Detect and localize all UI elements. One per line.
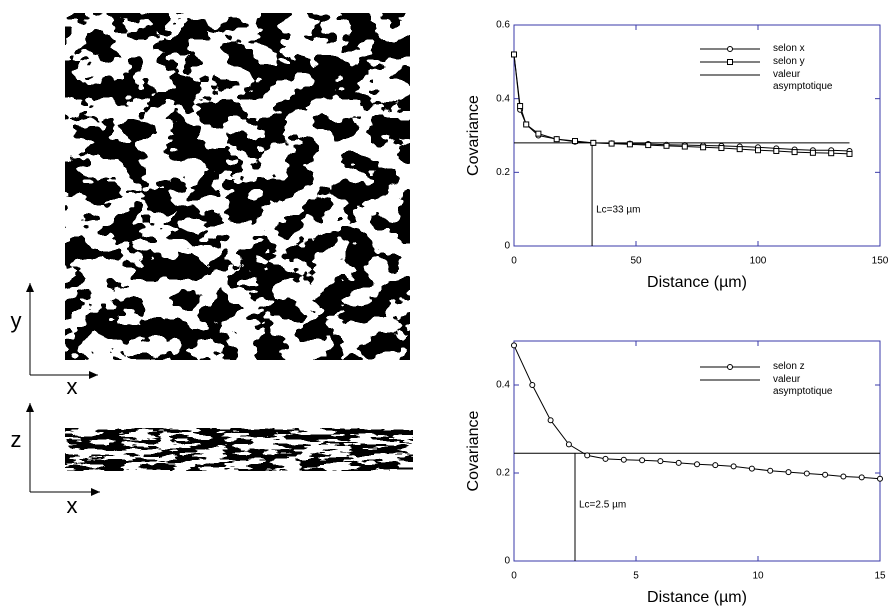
marker: [774, 148, 779, 153]
marker: [804, 471, 809, 476]
legend-label: valeur asymptotique: [773, 374, 853, 398]
legend-label: selon y: [773, 56, 853, 68]
marker: [536, 131, 541, 136]
legend-marker: [728, 60, 733, 65]
marker: [518, 104, 523, 109]
marker: [792, 150, 797, 155]
marker: [676, 460, 681, 465]
y-tick-label: 0.4: [496, 93, 510, 104]
y-tick-label: 0.2: [496, 167, 510, 178]
marker: [731, 464, 736, 469]
micrograph-xy: [65, 13, 410, 360]
x-tick-label: 100: [750, 256, 767, 267]
axis-letter: y: [11, 308, 22, 333]
marker: [682, 144, 687, 149]
axis-letter: x: [67, 374, 78, 399]
marker: [646, 143, 651, 148]
marker: [524, 122, 529, 127]
marker: [609, 141, 614, 146]
marker: [554, 137, 559, 142]
x-tick-label: 5: [633, 571, 639, 582]
figure: y x z x 00.20.40.6050100150Distance (µm)…: [0, 0, 891, 615]
marker: [786, 470, 791, 475]
micrograph-xz: [65, 428, 413, 471]
marker: [566, 442, 571, 447]
axis-letter: z: [11, 427, 22, 452]
x-tick-label: 10: [752, 571, 764, 582]
legend-marker: [728, 47, 733, 52]
annotation: Lc=33 µm: [596, 205, 640, 216]
x-tick-label: 0: [511, 571, 517, 582]
legend-label: selon x: [773, 43, 853, 55]
marker: [749, 466, 754, 471]
x-tick-label: 15: [874, 571, 886, 582]
y-axis-label: Covariance: [465, 410, 482, 491]
marker: [823, 472, 828, 477]
axis-letter: x: [67, 493, 78, 518]
legend-label: valeur asymptotique: [773, 69, 853, 93]
legend-label: selon z: [773, 361, 853, 373]
marker: [768, 468, 773, 473]
marker: [841, 474, 846, 479]
marker: [847, 151, 852, 156]
y-tick-label: 0.2: [496, 468, 510, 479]
marker: [548, 418, 553, 423]
annotation: Lc=2.5 µm: [579, 500, 626, 511]
y-axis-label: Covariance: [465, 95, 482, 176]
y-tick-label: 0.4: [496, 380, 510, 391]
marker: [658, 459, 663, 464]
marker: [878, 476, 883, 481]
marker: [713, 463, 718, 468]
chart: y x z x 00.20.40.6050100150Distance (µm)…: [0, 0, 891, 615]
marker: [664, 143, 669, 148]
marker: [627, 142, 632, 147]
marker: [591, 140, 596, 145]
marker: [585, 453, 590, 458]
x-tick-label: 0: [511, 256, 517, 267]
x-tick-label: 50: [630, 256, 642, 267]
marker: [859, 475, 864, 480]
marker: [756, 148, 761, 153]
marker: [695, 462, 700, 467]
marker: [640, 458, 645, 463]
marker: [829, 151, 834, 156]
marker: [573, 139, 578, 144]
x-tick-label: 150: [872, 256, 889, 267]
legend-marker: [728, 365, 733, 370]
marker: [701, 145, 706, 150]
marker: [737, 147, 742, 152]
marker: [621, 457, 626, 462]
marker: [530, 383, 535, 388]
y-tick-label: 0.6: [496, 20, 510, 31]
x-axis-label: Distance (µm): [647, 589, 747, 606]
marker: [512, 343, 517, 348]
marker: [810, 150, 815, 155]
marker: [603, 456, 608, 461]
y-tick-label: 0: [504, 241, 510, 252]
marker: [719, 146, 724, 151]
x-axis-label: Distance (µm): [647, 274, 747, 291]
marker: [512, 52, 517, 57]
y-tick-label: 0: [504, 556, 510, 567]
